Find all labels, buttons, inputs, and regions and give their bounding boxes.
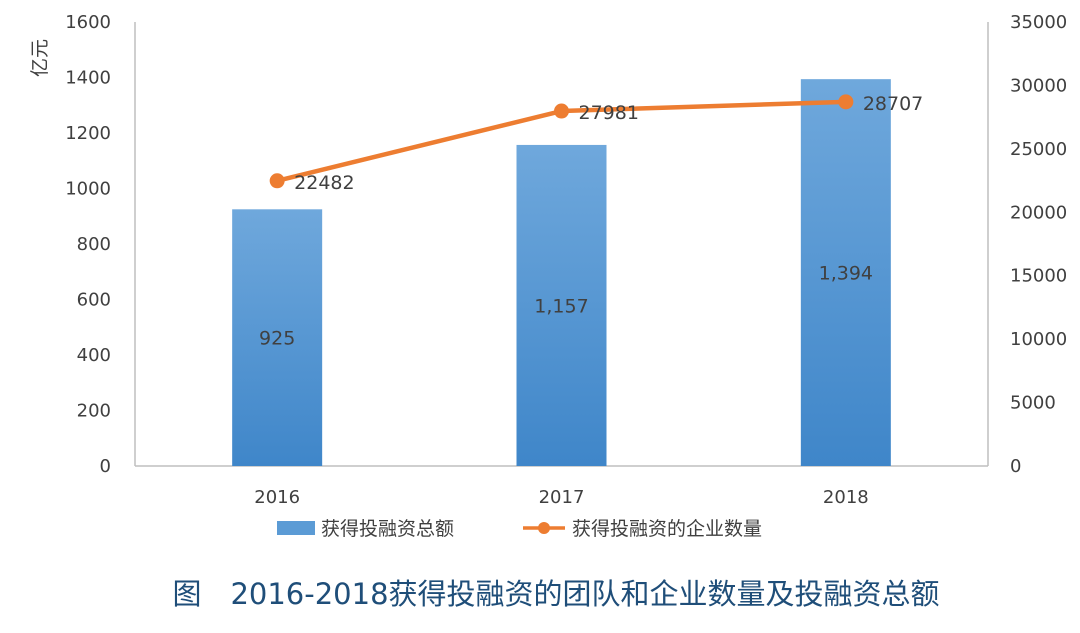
line-point-2018	[838, 94, 854, 110]
right-tick-label: 15000	[1010, 266, 1067, 287]
left-tick-label: 800	[77, 234, 111, 255]
legend-bar-swatch	[277, 521, 315, 535]
right-tick-label: 10000	[1010, 329, 1067, 350]
legend: 获得投融资总额 获得投融资的企业数量	[277, 518, 762, 540]
line-value-label: 27981	[579, 102, 639, 124]
line-value-label: 22482	[294, 172, 354, 194]
right-tick-label: 20000	[1010, 202, 1067, 223]
bar-2018	[800, 79, 891, 466]
bar-2016	[232, 209, 323, 466]
left-tick-label: 200	[77, 401, 111, 422]
line-point-2017	[554, 103, 569, 119]
chart-caption: 图 2016-2018获得投融资的团队和企业数量及投融资总额	[172, 577, 939, 611]
left-tick-label: 0	[100, 456, 111, 477]
left-tick-label: 400	[77, 345, 111, 366]
line-point-2016	[269, 173, 285, 189]
bar-value-label: 1,394	[819, 263, 873, 285]
category-label: 2018	[823, 487, 869, 508]
category-label: 2016	[254, 487, 300, 508]
right-tick-label: 30000	[1010, 75, 1067, 96]
bar-2017	[516, 144, 607, 466]
bar-value-label: 925	[259, 328, 295, 350]
left-tick-label: 1200	[65, 123, 111, 144]
legend-line-marker	[538, 522, 550, 534]
right-tick-label: 35000	[1010, 12, 1067, 33]
left-axis-label: 亿元	[29, 39, 51, 77]
legend-bar-label: 获得投融资总额	[321, 518, 454, 540]
category-label: 2017	[539, 487, 585, 508]
left-tick-label: 600	[77, 290, 111, 311]
right-tick-label: 5000	[1010, 393, 1056, 414]
legend-line-label: 获得投融资的企业数量	[572, 518, 762, 540]
left-tick-label: 1400	[65, 68, 111, 89]
right-tick-label: 25000	[1010, 139, 1067, 160]
right-tick-label: 0	[1010, 456, 1021, 477]
left-tick-label: 1000	[65, 179, 111, 200]
line-value-label: 28707	[863, 93, 923, 115]
bar-value-label: 1,157	[534, 295, 588, 317]
left-tick-label: 1600	[65, 12, 111, 33]
